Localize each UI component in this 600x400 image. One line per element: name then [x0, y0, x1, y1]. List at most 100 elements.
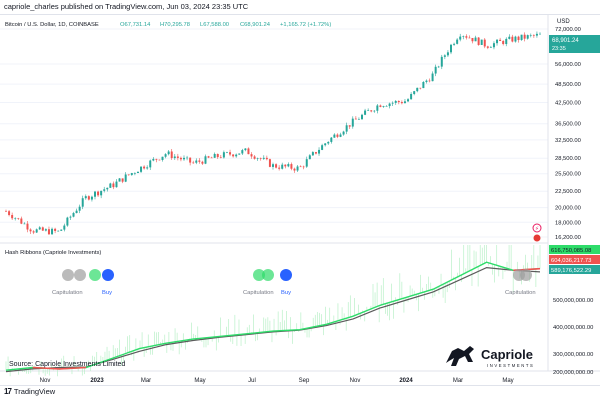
capriole-logo: Capriole INVESTMENTS — [446, 346, 533, 368]
candle-body — [526, 35, 529, 39]
candle-body — [272, 164, 274, 167]
candle-body — [26, 223, 29, 230]
candle-body — [321, 145, 324, 150]
candle-body — [440, 56, 443, 67]
candle-body — [419, 87, 422, 89]
candle-body — [339, 134, 342, 137]
candle-body — [130, 173, 133, 175]
candle-body — [186, 157, 189, 159]
candle-body — [63, 225, 66, 230]
candle-body — [118, 178, 121, 182]
lightning-icon[interactable] — [532, 223, 542, 233]
candle-body — [499, 39, 502, 42]
candle-body — [357, 119, 360, 120]
candle-body — [462, 36, 465, 37]
candle-body — [11, 215, 14, 219]
candle-body — [351, 118, 354, 127]
hash-tick-label: 200,000,000.00 — [553, 370, 593, 376]
candle-body — [204, 156, 207, 164]
candle-body — [207, 156, 210, 158]
candle-body — [529, 35, 532, 36]
candle-body — [523, 34, 526, 39]
time-tick-label: 2023 — [90, 378, 104, 384]
price-tick-label: 56,000.00 — [555, 62, 581, 68]
candle-body — [532, 35, 535, 36]
candle-body — [54, 228, 57, 231]
candle-body — [41, 227, 44, 231]
candle-body — [474, 37, 477, 42]
candle-body — [81, 198, 84, 207]
candle-body — [514, 36, 517, 42]
candle-body — [176, 156, 179, 158]
candle-body — [308, 155, 311, 160]
candle-body — [262, 157, 265, 159]
candle-body — [293, 168, 296, 171]
candle-body — [535, 33, 538, 36]
tradingview-logo-icon: 17 — [4, 387, 12, 396]
candle-body — [158, 159, 161, 161]
candle-body — [66, 217, 69, 226]
candle-body — [394, 100, 397, 103]
candle-body — [146, 167, 149, 169]
candle-body — [94, 191, 96, 197]
candle-body — [155, 158, 158, 160]
candle-body — [434, 66, 437, 74]
hash-capitulation-segment — [32, 366, 87, 370]
candle-body — [60, 229, 63, 231]
lightning-glyph: ⚡ — [535, 226, 539, 233]
candle-body — [517, 36, 520, 41]
candle-body — [477, 37, 480, 45]
chart-svg[interactable]: Bitcoin / U.S. Dollar, 1D, COINBASE O67,… — [0, 15, 600, 387]
signal-group-2: Capitulation Buy — [243, 269, 292, 296]
candle-body — [229, 152, 232, 155]
candle-body — [314, 152, 317, 154]
buy-marker — [102, 269, 114, 281]
candle-body — [520, 34, 523, 41]
candle-body — [508, 36, 511, 39]
indicator-title: Hash Ribbons (Capriole Investments) — [5, 250, 101, 256]
candle-body — [127, 174, 130, 176]
price-tick-label: 28,500.00 — [555, 156, 581, 162]
candle-body — [480, 39, 483, 45]
hash-fast-line — [5, 261, 541, 371]
candle-body — [201, 161, 204, 164]
hash-third-tag — [549, 265, 600, 274]
candle-body — [164, 154, 167, 157]
candle-body — [84, 196, 87, 199]
candle-body — [75, 210, 78, 214]
signal-group-3: Capitulation — [505, 269, 536, 296]
buy-marker-green — [262, 269, 274, 281]
candle-body — [539, 33, 541, 35]
buy-marker-green — [89, 269, 101, 281]
candle-body — [225, 152, 228, 153]
candle-body — [57, 230, 60, 232]
ohlc-change: +1,165.72 (+1.72%) — [280, 22, 331, 28]
buy-marker — [280, 269, 292, 281]
candle-body — [183, 157, 185, 160]
candle-body — [296, 166, 299, 171]
candle-body — [290, 164, 293, 169]
candle-body — [305, 159, 308, 167]
candle-body — [161, 156, 164, 160]
candle-body — [370, 110, 373, 112]
hash-fast-tag — [549, 245, 600, 254]
footer-brand: TradingView — [13, 387, 56, 396]
flag-icon[interactable] — [533, 234, 541, 242]
grid — [0, 28, 548, 238]
time-tick-label: Nov — [40, 378, 51, 384]
candle-body — [5, 211, 7, 212]
candle-body — [413, 91, 416, 94]
time-tick-label: Nov — [350, 378, 361, 384]
time-tick-label: May — [502, 378, 513, 384]
candle-body — [397, 100, 400, 103]
candle-body — [345, 125, 348, 132]
candle-body — [342, 131, 345, 135]
candle-body — [198, 160, 201, 162]
candle-body — [247, 148, 250, 155]
candle-body — [20, 218, 23, 224]
candle-body — [167, 151, 170, 155]
candle-body — [492, 43, 495, 48]
price-tick-label: 36,500.00 — [555, 122, 581, 128]
time-axis: Nov 2023 Mar May Jul Sep Nov 2024 Mar May — [40, 378, 514, 384]
candle-body — [465, 36, 468, 38]
